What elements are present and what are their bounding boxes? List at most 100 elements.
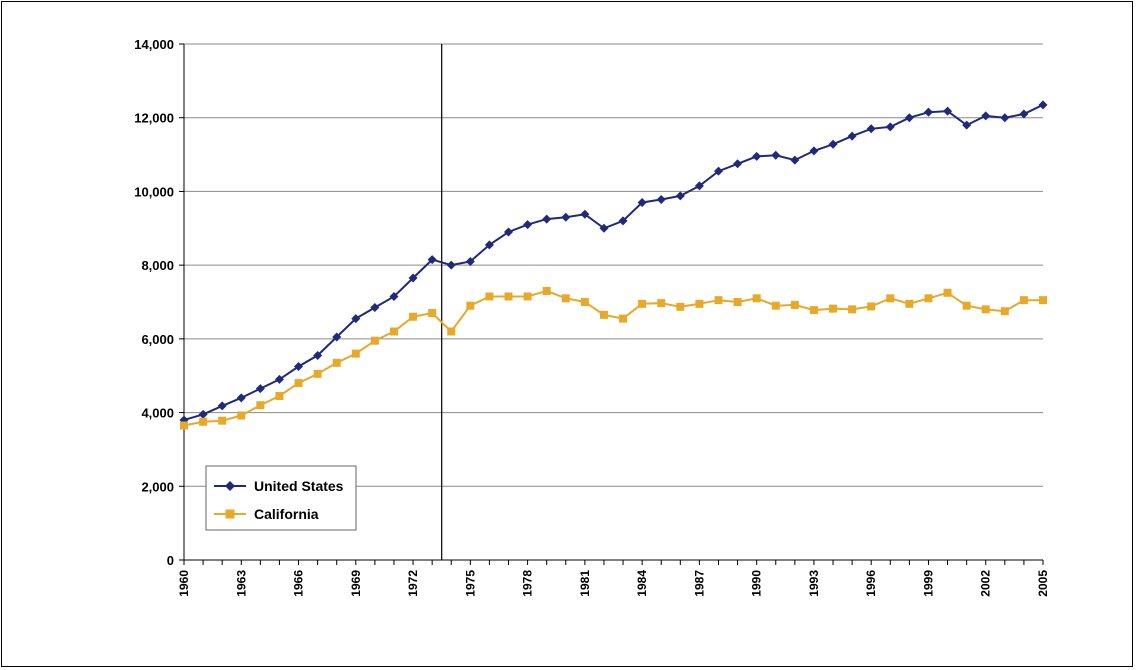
x-tick-label: 2005 (1036, 570, 1050, 597)
x-tick-label: 1963 (234, 570, 248, 597)
data-point (943, 288, 952, 297)
data-point (389, 291, 399, 301)
x-tick-label: 1987 (692, 570, 706, 597)
data-point (848, 305, 857, 314)
data-point (484, 240, 494, 250)
data-point (656, 195, 666, 205)
y-tick-label: 8,000 (141, 258, 174, 273)
data-point (313, 350, 323, 360)
data-point (523, 292, 532, 301)
data-point (351, 314, 361, 324)
data-point (255, 384, 265, 394)
data-point (809, 146, 819, 156)
data-point (695, 299, 704, 308)
data-point (885, 122, 895, 132)
data-point (446, 260, 456, 270)
x-tick-label: 1978 (521, 570, 535, 597)
x-tick-label: 1975 (463, 570, 477, 597)
legend-ca-label: California (254, 506, 319, 522)
y-tick-label: 2,000 (141, 479, 174, 494)
data-point (580, 209, 590, 219)
data-point (923, 107, 933, 117)
x-tick-label: 1969 (349, 570, 363, 597)
data-point (237, 411, 246, 420)
data-point (618, 216, 628, 226)
data-point (561, 294, 570, 303)
data-point (752, 151, 762, 161)
data-point (580, 298, 589, 306)
data-point (256, 401, 265, 410)
data-point (733, 298, 742, 306)
data-point (313, 369, 322, 378)
data-point (542, 214, 552, 224)
data-point (370, 303, 380, 313)
data-point (866, 124, 876, 134)
data-point (1019, 296, 1028, 305)
x-tick-label: 1960 (177, 570, 191, 597)
data-point (771, 301, 780, 310)
data-point (274, 374, 284, 384)
data-point (809, 306, 818, 315)
data-point (638, 299, 647, 308)
data-point (542, 286, 551, 295)
data-point (294, 379, 303, 388)
legend-us-marker (225, 481, 235, 491)
data-point (981, 305, 990, 314)
data-point (676, 302, 685, 311)
data-point (637, 197, 647, 207)
y-tick-label: 0 (167, 553, 174, 568)
data-point (351, 349, 360, 358)
y-tick-label: 10,000 (134, 184, 174, 199)
y-tick-label: 4,000 (141, 406, 174, 421)
series-california (180, 286, 1047, 430)
data-point (981, 111, 991, 121)
data-point (657, 299, 666, 308)
data-point (389, 327, 398, 336)
data-point (599, 223, 609, 233)
x-tick-label: 1984 (635, 570, 649, 597)
data-point (733, 159, 743, 169)
x-tick-label: 1993 (807, 570, 821, 597)
data-point (504, 292, 513, 301)
data-point (847, 131, 857, 141)
data-point (694, 181, 704, 191)
data-point (886, 294, 895, 303)
data-point (619, 314, 628, 323)
data-point (1000, 307, 1009, 316)
data-point (962, 301, 971, 310)
data-point (904, 113, 914, 123)
data-point (198, 409, 208, 419)
y-axis-ticks: 0 2,000 4,000 6,000 8,000 10,000 12,000 14,000 (134, 37, 184, 568)
data-point (199, 417, 208, 426)
data-point (217, 401, 227, 411)
x-tick-label: 1999 (921, 570, 935, 597)
y-tick-label: 12,000 (134, 111, 174, 126)
series-line (183, 103, 1044, 421)
x-tick-label: 1966 (292, 570, 306, 597)
data-point (714, 296, 723, 305)
x-tick-label: 1996 (864, 570, 878, 597)
legend-box (205, 465, 357, 531)
data-point (428, 309, 437, 318)
data-point (427, 255, 437, 265)
x-tick-label: 1990 (750, 570, 764, 597)
x-tick-label: 1981 (578, 570, 592, 597)
data-point (1039, 296, 1047, 305)
data-point (485, 292, 494, 301)
data-point (218, 416, 227, 425)
data-point (275, 391, 284, 400)
x-axis-ticks: 1960 1963 1966 1969 1972 1975 1978 1981 1984 1987… (177, 560, 1050, 597)
data-point (370, 336, 379, 345)
data-point (332, 358, 341, 367)
data-point (829, 304, 838, 313)
data-point (332, 332, 342, 342)
data-point (771, 150, 781, 160)
data-point (523, 220, 533, 230)
series-united-states (179, 100, 1048, 425)
legend-ca-marker (225, 509, 235, 519)
data-point (1000, 113, 1010, 123)
data-point (561, 212, 571, 222)
data-point (828, 139, 838, 149)
